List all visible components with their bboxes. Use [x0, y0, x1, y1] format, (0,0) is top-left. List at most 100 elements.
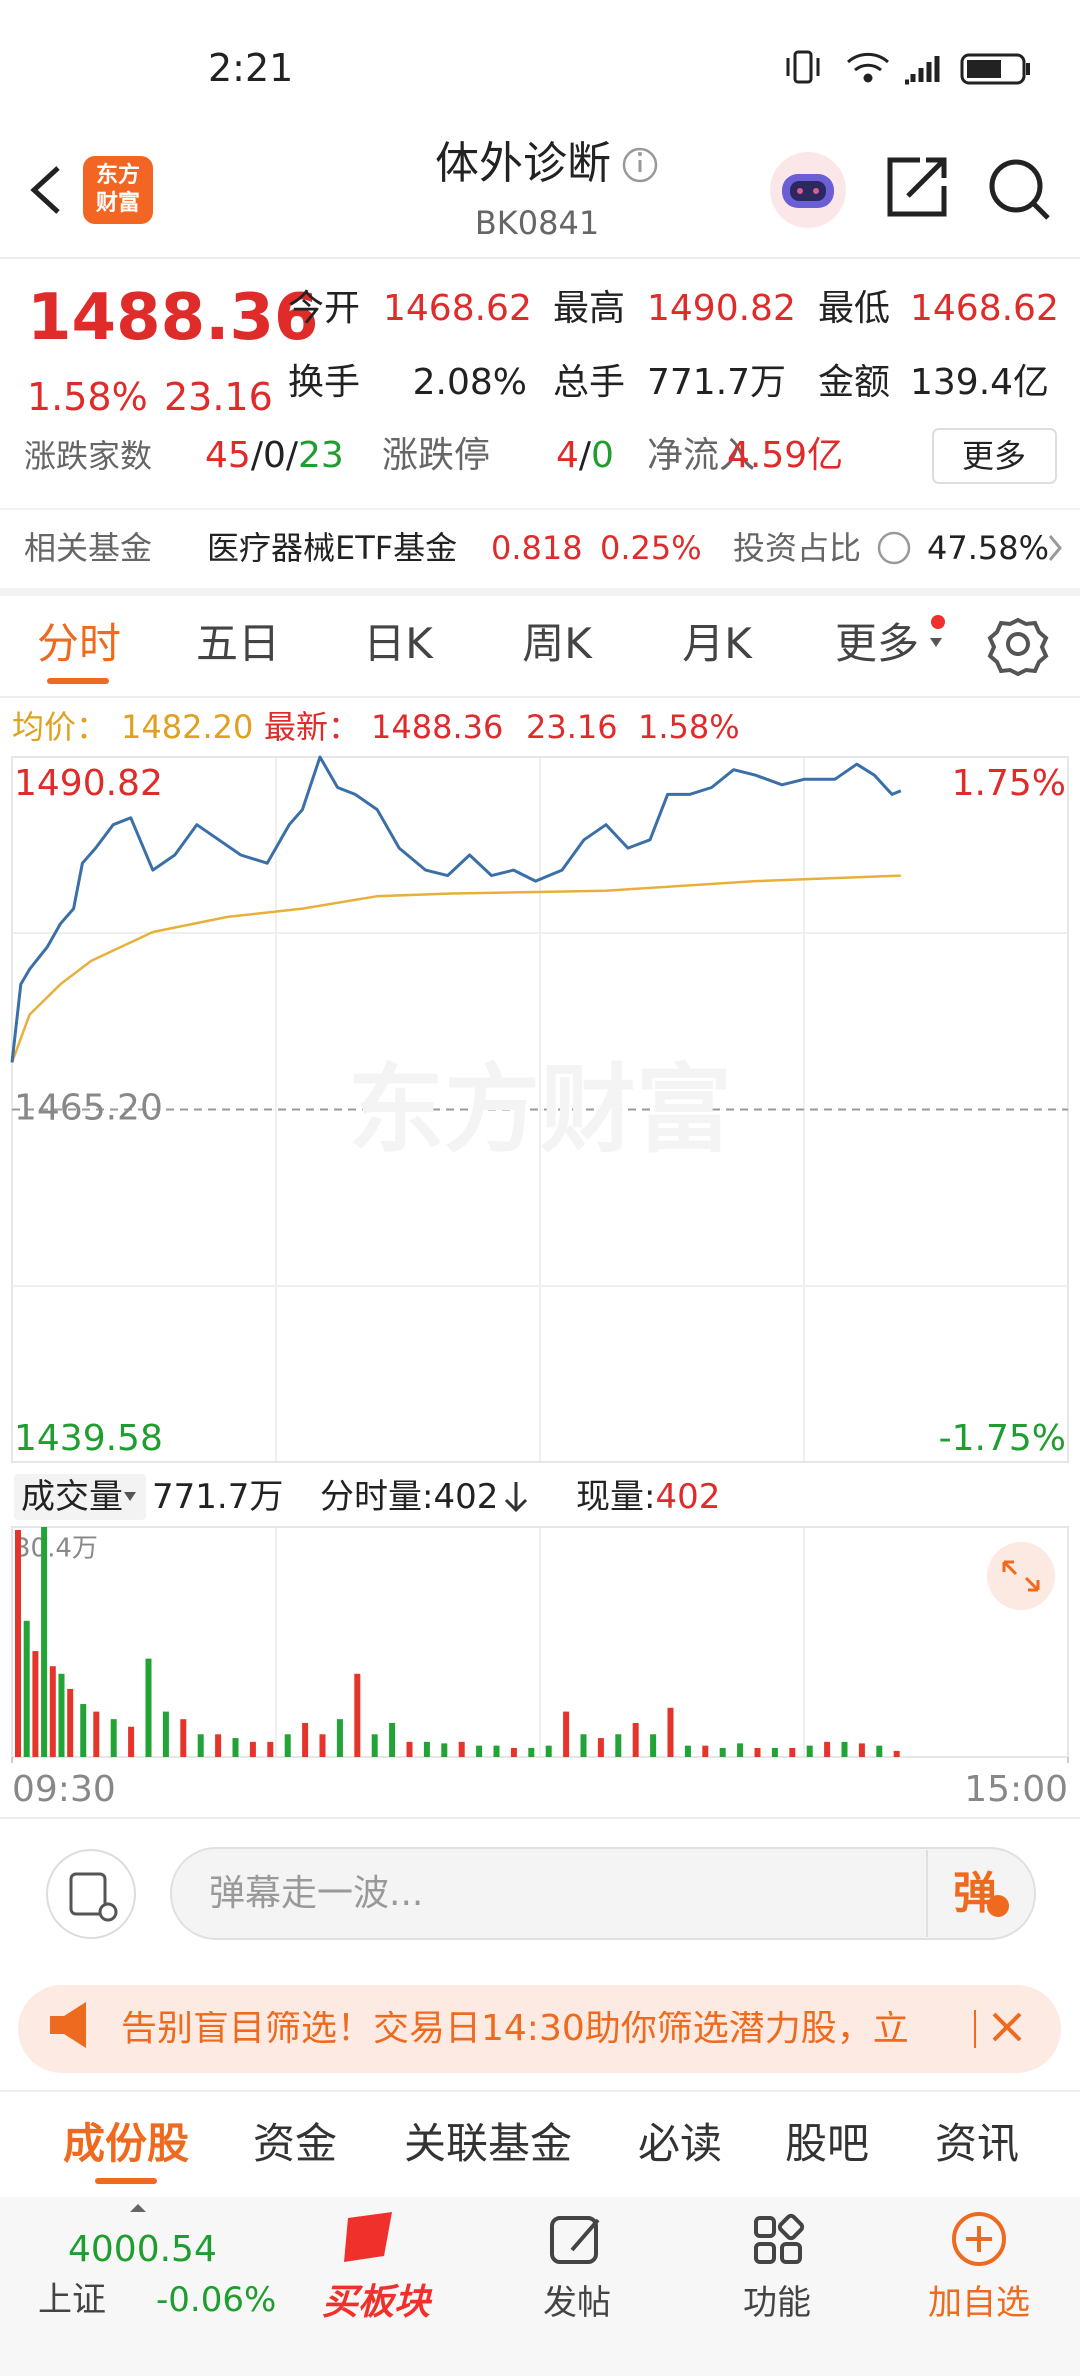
- volume-bar: [423, 1741, 430, 1757]
- tab[interactable]: 日K: [363, 619, 433, 668]
- volume-bar: [249, 1741, 256, 1757]
- back-button[interactable]: [30, 166, 60, 214]
- chevron: [1048, 535, 1062, 561]
- y2-tick-label: -1.75%: [939, 1418, 1066, 1459]
- info-icon[interactable]: [622, 147, 658, 183]
- danmaku-placeholder[interactable]: 弹幕走一波...: [209, 1873, 424, 1914]
- function-icon[interactable]: [754, 2216, 776, 2238]
- nav-item[interactable]: 买板块: [321, 2282, 431, 2323]
- nav-item[interactable]: 功能: [743, 2283, 811, 2323]
- nav-item[interactable]: 加自选: [928, 2283, 1030, 2323]
- inflow-value: 4.59亿: [727, 435, 844, 476]
- current-label: 现量:: [576, 1477, 656, 1517]
- volume-bar: [302, 1722, 309, 1757]
- volume-bar: [389, 1722, 396, 1757]
- tab[interactable]: 更多: [834, 619, 920, 668]
- latest-label: 最新：: [264, 708, 361, 746]
- nav-item[interactable]: 发帖: [543, 2283, 611, 2323]
- settings-icon[interactable]: [987, 617, 1049, 677]
- share-value: 47.58%: [927, 529, 1050, 567]
- field-label: 总手: [553, 362, 626, 403]
- volume-bar: [510, 1747, 517, 1757]
- volume-bar: [215, 1734, 222, 1757]
- volume-bar: [41, 1527, 48, 1757]
- field-label: 最高: [553, 288, 626, 329]
- volume-bar: [145, 1658, 152, 1757]
- subtab-active[interactable]: 成份股: [62, 2119, 190, 2168]
- volume-bar: [32, 1651, 39, 1757]
- tab[interactable]: 月K: [682, 619, 752, 668]
- minute-value: 402: [433, 1477, 499, 1517]
- separator: /: [250, 435, 263, 476]
- expand-button[interactable]: [987, 1542, 1055, 1610]
- tab[interactable]: 周K: [522, 619, 592, 668]
- more-button[interactable]: 更多: [961, 437, 1027, 475]
- field-label: 金额: [818, 362, 891, 403]
- volume-label[interactable]: 成交量: [21, 1477, 123, 1517]
- tab-underline: [47, 678, 109, 684]
- subtab[interactable]: 股吧: [784, 2119, 870, 2168]
- field-value: 1490.82: [647, 288, 796, 329]
- subtab[interactable]: 资金: [252, 2119, 338, 2168]
- subtab[interactable]: 必读: [637, 2119, 723, 2168]
- volume-bar: [667, 1707, 674, 1757]
- limit-label: 涨跌停: [382, 435, 491, 476]
- divider: [0, 588, 1080, 596]
- current-volume: 现量:402: [576, 1480, 720, 1514]
- share-label: 投资占比: [733, 529, 862, 567]
- danmaku-input[interactable]: [170, 1847, 1036, 1940]
- volume-bar: [702, 1745, 709, 1757]
- divider: [0, 508, 1080, 510]
- volume-bar: [371, 1734, 378, 1757]
- volume-bar: [162, 1711, 169, 1757]
- field-value: 771.7万: [647, 362, 787, 403]
- limit-up: 4: [556, 435, 579, 476]
- volume-bar: [858, 1743, 865, 1757]
- volume-bar: [180, 1719, 187, 1757]
- banner-bg[interactable]: [18, 1985, 1061, 2073]
- megaphone: [50, 2002, 86, 2048]
- banner-text[interactable]: 告别盲目筛选！交易日14:30助你筛选潜力股，立: [121, 2011, 909, 2047]
- clock: 2:21: [208, 46, 294, 90]
- breadth-up: 45: [205, 435, 251, 476]
- volume-bar: [597, 1738, 604, 1757]
- index-value[interactable]: 4000.54: [68, 2229, 217, 2270]
- bottom-nav: [0, 2197, 1080, 2376]
- logo: [83, 156, 153, 224]
- volume-bar: [476, 1745, 483, 1757]
- add-icon[interactable]: [952, 2212, 1006, 2266]
- volume-bar: [563, 1711, 570, 1757]
- fund-name[interactable]: 医疗器械ETF基金: [207, 529, 458, 567]
- volume-bar: [336, 1719, 343, 1757]
- volume-bar: [93, 1711, 100, 1757]
- change: 23.16: [164, 375, 273, 419]
- limit: 4/0: [556, 438, 614, 474]
- danmaku-button[interactable]: 弹: [953, 1868, 997, 1919]
- buy-icon[interactable]: [344, 2212, 392, 2262]
- volume-selector[interactable]: [14, 1474, 146, 1520]
- tab-active[interactable]: 分时: [36, 619, 122, 668]
- help-icon[interactable]: [877, 531, 911, 565]
- y-tick-label: 1439.58: [14, 1418, 163, 1459]
- close-banner[interactable]: [992, 2012, 1022, 2042]
- dropdown-arrow: [930, 638, 942, 647]
- danmaku-settings[interactable]: [46, 1849, 136, 1939]
- volume-bar: [580, 1734, 587, 1757]
- fund-label: 相关基金: [24, 529, 153, 567]
- volume-bar: [771, 1747, 778, 1757]
- subtab[interactable]: 关联基金: [403, 2119, 573, 2168]
- volume-bar: [58, 1673, 65, 1757]
- share-icon[interactable]: [887, 157, 947, 217]
- breadth-flat: 0: [262, 435, 286, 476]
- more-button-frame[interactable]: [932, 428, 1057, 484]
- volume-bar: [49, 1666, 56, 1757]
- subtab[interactable]: 资讯: [934, 2119, 1020, 2168]
- avg-label: 均价：: [12, 708, 109, 746]
- last-price: 1488.36: [27, 281, 319, 355]
- search-icon[interactable]: [989, 159, 1050, 220]
- post-icon[interactable]: [550, 2216, 598, 2264]
- chart-frame-grid: [12, 757, 1068, 1757]
- field-value: 1468.62: [383, 288, 532, 329]
- tab[interactable]: 五日: [195, 619, 281, 668]
